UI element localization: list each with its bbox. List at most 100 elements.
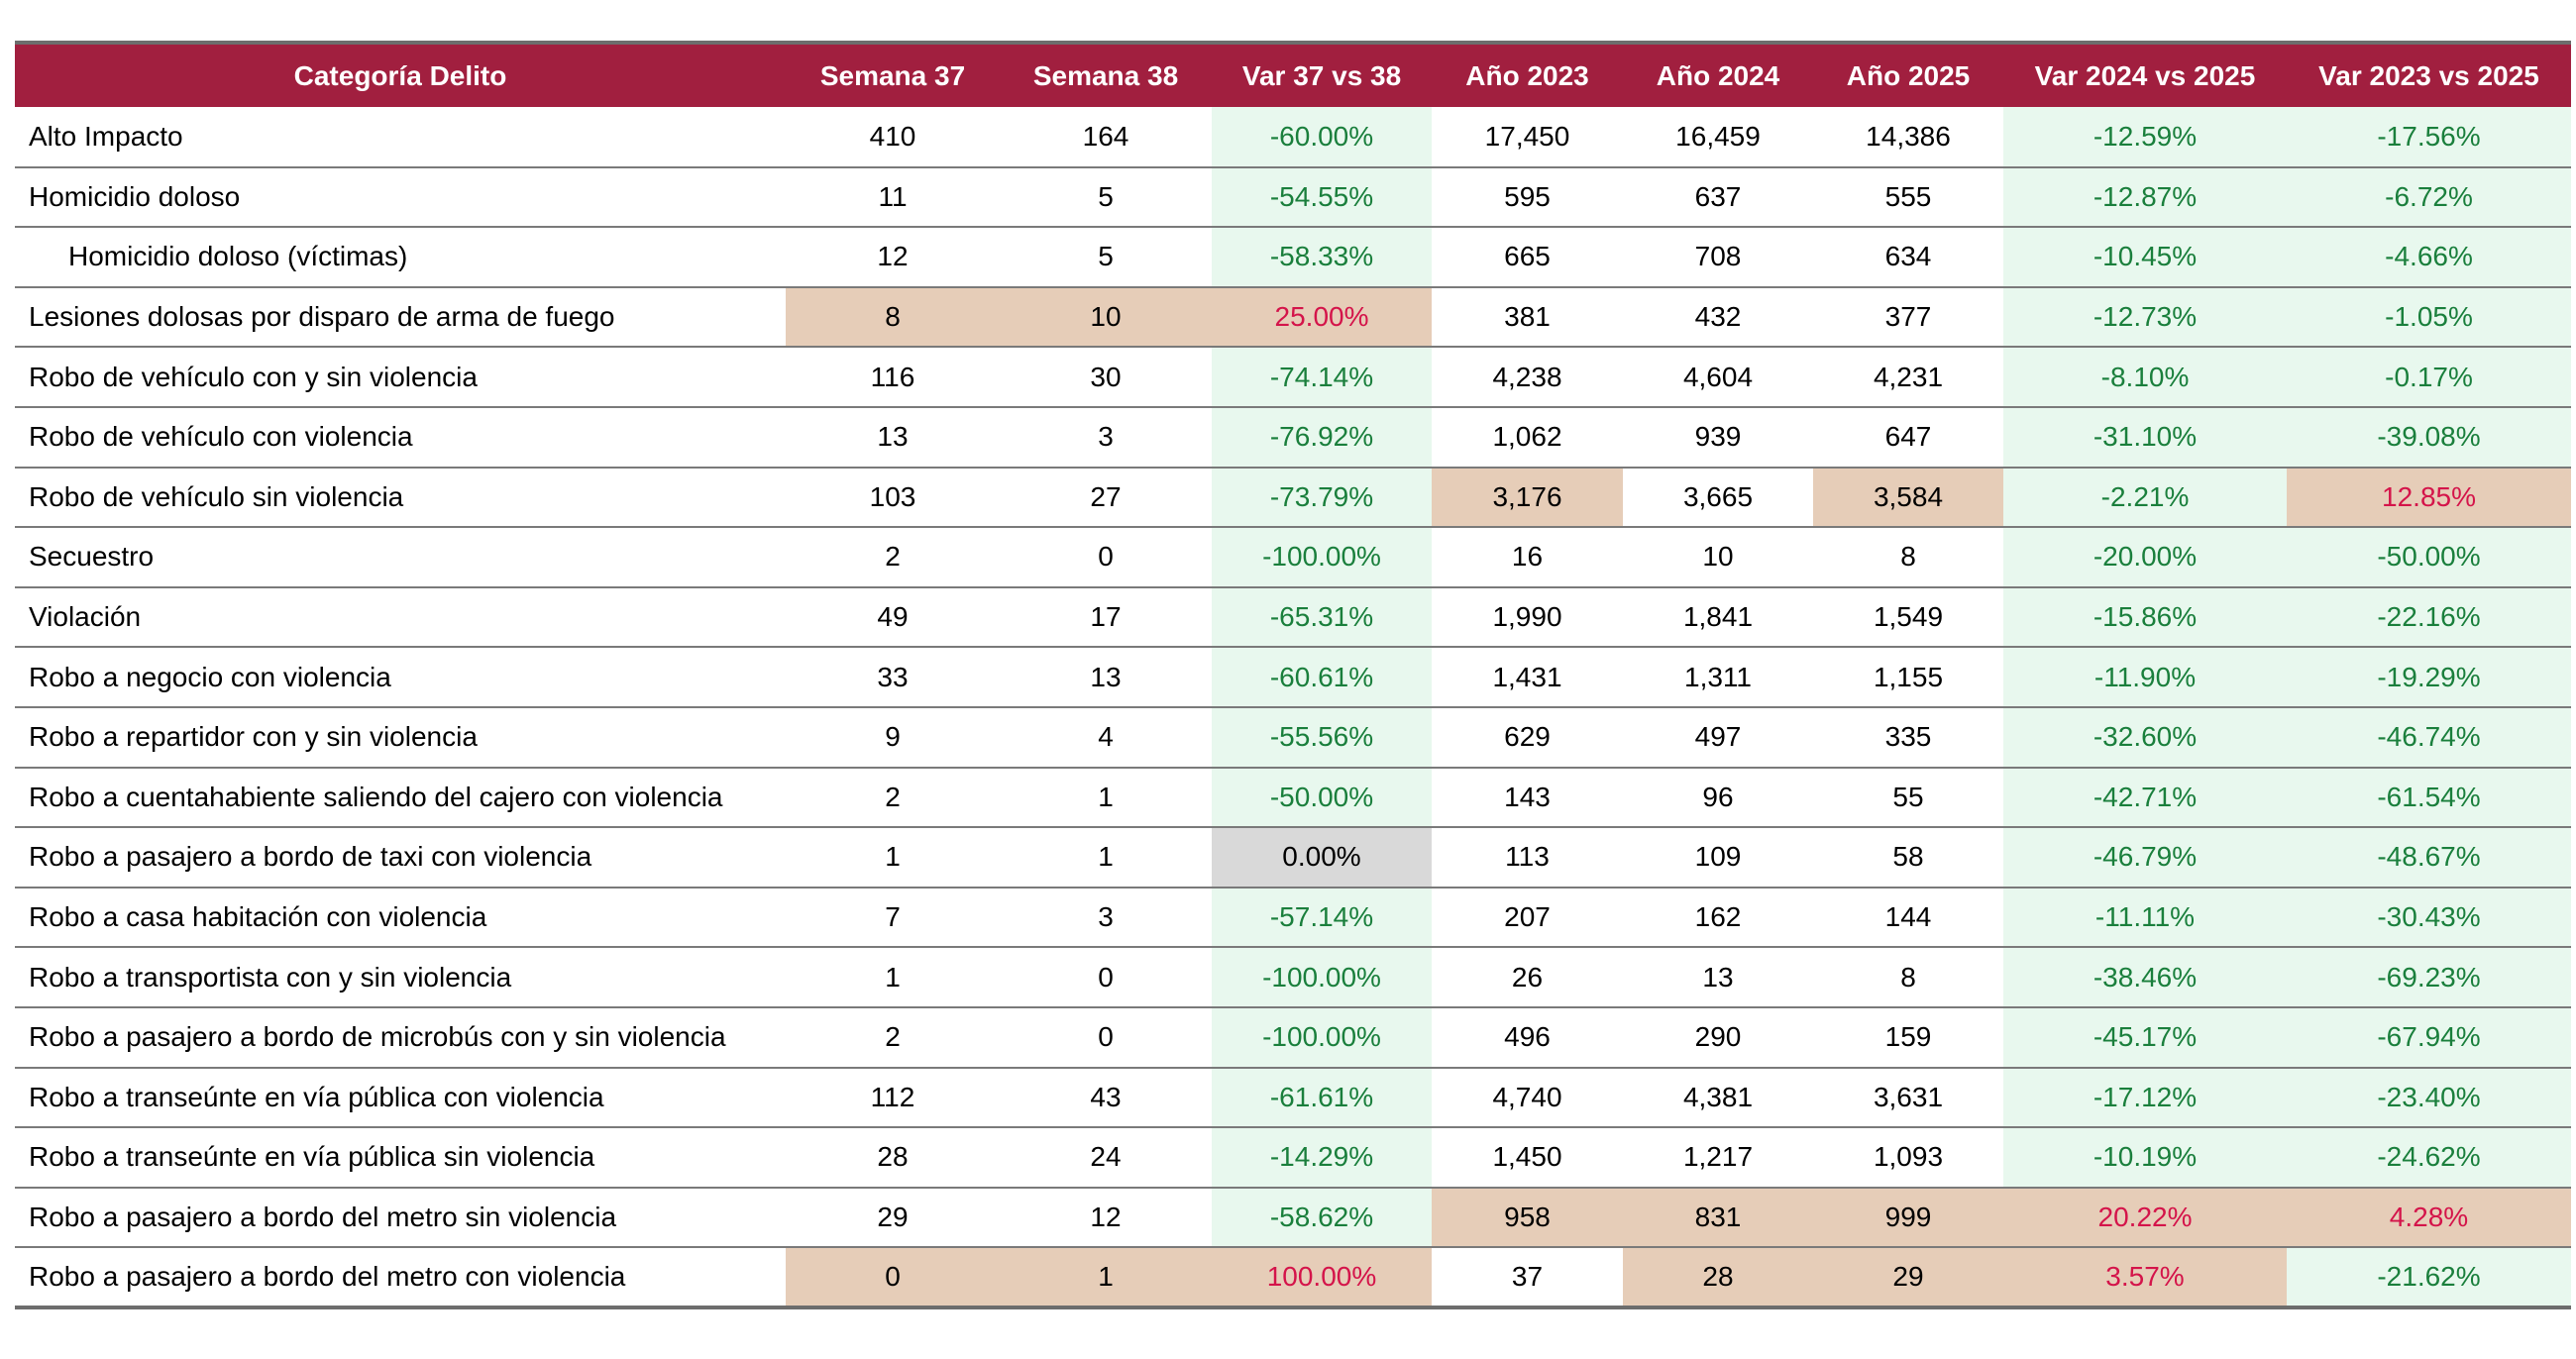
cell-semana-38: 3 bbox=[1000, 887, 1212, 949]
cell-var-37-38: -57.14% bbox=[1212, 887, 1432, 949]
cell-ano-2025: 159 bbox=[1813, 1006, 2003, 1069]
cell-var-2023-2025: -48.67% bbox=[2287, 827, 2571, 889]
cell-ano-2023: 113 bbox=[1432, 827, 1623, 889]
cell-ano-2024: 497 bbox=[1623, 706, 1813, 769]
header-semana-37: Semana 37 bbox=[786, 41, 1000, 107]
cell-semana-38: 27 bbox=[1000, 467, 1212, 529]
cell-ano-2023: 1,450 bbox=[1432, 1127, 1623, 1189]
cell-var-37-38: -100.00% bbox=[1212, 947, 1432, 1008]
cell-var-2024-2025: -10.19% bbox=[2003, 1127, 2287, 1189]
cell-ano-2023: 381 bbox=[1432, 286, 1623, 349]
cell-semana-37: 13 bbox=[786, 406, 1000, 469]
header-var-2024-2025: Var 2024 vs 2025 bbox=[2003, 41, 2287, 107]
table-row: Alto Impacto 410 164 -60.00% 17,450 16,459 14,… bbox=[15, 107, 2571, 168]
cell-categoria: Robo a pasajero a bordo del metro con vi… bbox=[15, 1247, 786, 1309]
header-ano-2024: Año 2024 bbox=[1623, 41, 1813, 107]
cell-categoria: Robo de vehículo con y sin violencia bbox=[15, 347, 786, 408]
cell-semana-38: 5 bbox=[1000, 166, 1212, 229]
cell-ano-2025: 335 bbox=[1813, 706, 2003, 769]
cell-ano-2025: 377 bbox=[1813, 286, 2003, 349]
cell-var-37-38: -55.56% bbox=[1212, 706, 1432, 769]
cell-categoria: Secuestro bbox=[15, 527, 786, 588]
cell-ano-2024: 432 bbox=[1623, 286, 1813, 349]
cell-var-37-38: 0.00% bbox=[1212, 827, 1432, 889]
cell-ano-2023: 1,990 bbox=[1432, 586, 1623, 649]
cell-ano-2023: 958 bbox=[1432, 1187, 1623, 1249]
cell-ano-2023: 629 bbox=[1432, 706, 1623, 769]
cell-ano-2024: 109 bbox=[1623, 827, 1813, 889]
cell-var-2024-2025: -12.59% bbox=[2003, 107, 2287, 168]
cell-ano-2024: 96 bbox=[1623, 767, 1813, 829]
cell-categoria: Robo a pasajero a bordo del metro sin vi… bbox=[15, 1187, 786, 1249]
cell-var-2023-2025: -19.29% bbox=[2287, 647, 2571, 708]
cell-semana-38: 5 bbox=[1000, 227, 1212, 288]
cell-semana-37: 116 bbox=[786, 347, 1000, 408]
cell-var-2023-2025: -22.16% bbox=[2287, 586, 2571, 649]
cell-var-37-38: -50.00% bbox=[1212, 767, 1432, 829]
cell-ano-2024: 3,665 bbox=[1623, 467, 1813, 529]
cell-var-2024-2025: -10.45% bbox=[2003, 227, 2287, 288]
cell-var-2024-2025: -38.46% bbox=[2003, 947, 2287, 1008]
cell-ano-2023: 1,431 bbox=[1432, 647, 1623, 708]
cell-semana-38: 12 bbox=[1000, 1187, 1212, 1249]
cell-categoria: Homicidio doloso bbox=[15, 166, 786, 229]
cell-categoria: Lesiones dolosas por disparo de arma de … bbox=[15, 286, 786, 349]
cell-categoria: Homicidio doloso (víctimas) bbox=[15, 227, 786, 288]
cell-semana-38: 1 bbox=[1000, 827, 1212, 889]
cell-ano-2024: 708 bbox=[1623, 227, 1813, 288]
table-row: Secuestro 2 0 -100.00% 16 10 8 -20.00% -50.00% bbox=[15, 527, 2571, 588]
cell-ano-2023: 4,238 bbox=[1432, 347, 1623, 408]
cell-var-2024-2025: -2.21% bbox=[2003, 467, 2287, 529]
cell-ano-2023: 37 bbox=[1432, 1247, 1623, 1309]
cell-categoria: Robo a cuentahabiente saliendo del cajer… bbox=[15, 767, 786, 829]
cell-semana-37: 28 bbox=[786, 1127, 1000, 1189]
cell-semana-37: 33 bbox=[786, 647, 1000, 708]
table-row: Robo a repartidor con y sin violencia 9 4-… bbox=[15, 706, 2571, 769]
cell-semana-38: 164 bbox=[1000, 107, 1212, 168]
cell-ano-2023: 1,062 bbox=[1432, 406, 1623, 469]
table-row: Robo a transportista con y sin violencia… bbox=[15, 947, 2571, 1008]
cell-var-37-38: -61.61% bbox=[1212, 1067, 1432, 1129]
table-row: Violación 49 17 -65.31% 1,990 1,841 1,549 -15.8… bbox=[15, 586, 2571, 649]
cell-ano-2024: 939 bbox=[1623, 406, 1813, 469]
cell-categoria: Robo de vehículo sin violencia bbox=[15, 467, 786, 529]
cell-categoria: Robo a transportista con y sin violencia bbox=[15, 947, 786, 1008]
table-row: Homicidio doloso 11 5 -54.55% 595 637 555 -12.8… bbox=[15, 166, 2571, 229]
cell-ano-2025: 8 bbox=[1813, 527, 2003, 588]
cell-semana-38: 1 bbox=[1000, 1247, 1212, 1309]
cell-ano-2024: 16,459 bbox=[1623, 107, 1813, 168]
cell-var-2023-2025: -23.40% bbox=[2287, 1067, 2571, 1129]
cell-ano-2024: 4,604 bbox=[1623, 347, 1813, 408]
cell-semana-37: 410 bbox=[786, 107, 1000, 168]
cell-ano-2025: 3,584 bbox=[1813, 467, 2003, 529]
cell-var-2023-2025: 12.85% bbox=[2287, 467, 2571, 529]
cell-var-37-38: -60.61% bbox=[1212, 647, 1432, 708]
cell-var-37-38: -14.29% bbox=[1212, 1127, 1432, 1189]
cell-ano-2025: 55 bbox=[1813, 767, 2003, 829]
cell-semana-38: 30 bbox=[1000, 347, 1212, 408]
cell-semana-37: 2 bbox=[786, 767, 1000, 829]
cell-ano-2025: 4,231 bbox=[1813, 347, 2003, 408]
cell-semana-37: 7 bbox=[786, 887, 1000, 949]
cell-var-2023-2025: -21.62% bbox=[2287, 1247, 2571, 1309]
cell-ano-2025: 29 bbox=[1813, 1247, 2003, 1309]
cell-semana-38: 24 bbox=[1000, 1127, 1212, 1189]
header-categoria: Categoría Delito bbox=[15, 41, 786, 107]
table-row: Robo a negocio con violencia 33 13 -60.61% 1… bbox=[15, 647, 2571, 708]
table-row: Robo de vehículo con violencia 13 3 -76.92%… bbox=[15, 406, 2571, 469]
cell-var-37-38: -60.00% bbox=[1212, 107, 1432, 168]
cell-var-2024-2025: -11.90% bbox=[2003, 647, 2287, 708]
cell-semana-37: 12 bbox=[786, 227, 1000, 288]
cell-ano-2024: 162 bbox=[1623, 887, 1813, 949]
cell-var-2023-2025: -67.94% bbox=[2287, 1006, 2571, 1069]
cell-var-2023-2025: 4.28% bbox=[2287, 1187, 2571, 1249]
cell-var-2024-2025: -42.71% bbox=[2003, 767, 2287, 829]
cell-semana-38: 4 bbox=[1000, 706, 1212, 769]
cell-var-37-38: -74.14% bbox=[1212, 347, 1432, 408]
cell-var-2024-2025: -12.73% bbox=[2003, 286, 2287, 349]
cell-ano-2025: 999 bbox=[1813, 1187, 2003, 1249]
table-row: Robo a cuentahabiente saliendo del cajer… bbox=[15, 767, 2571, 829]
cell-ano-2024: 637 bbox=[1623, 166, 1813, 229]
cell-var-2024-2025: -11.11% bbox=[2003, 887, 2287, 949]
cell-ano-2025: 647 bbox=[1813, 406, 2003, 469]
